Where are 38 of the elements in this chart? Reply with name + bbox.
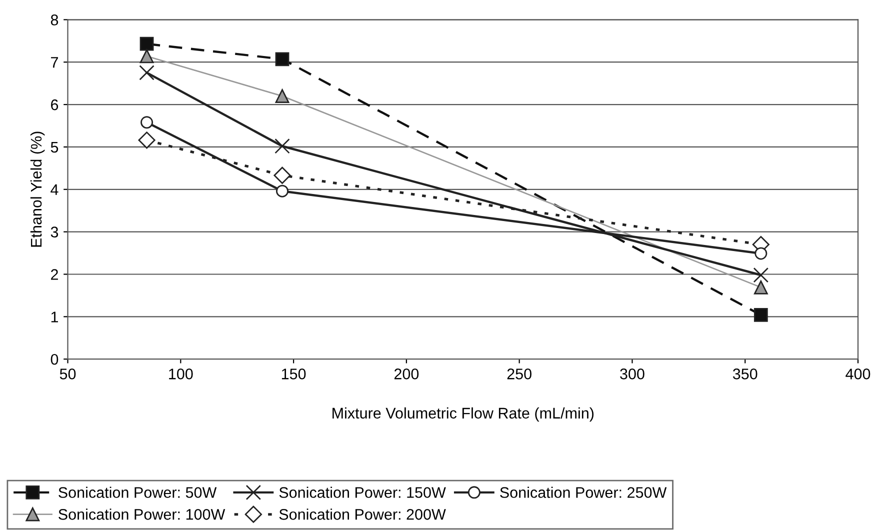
point	[754, 247, 768, 260]
y-tick-label: 4	[50, 184, 58, 195]
y-tick-label: 3	[50, 226, 58, 238]
x-tick-label: 400	[846, 368, 870, 380]
y-tick-label: 5	[50, 142, 58, 153]
point	[140, 49, 154, 64]
y-tick-label: 2	[51, 269, 58, 280]
x-tick-label: 250	[507, 368, 532, 380]
point	[138, 132, 156, 149]
point	[275, 52, 290, 66]
y-tick-label: 0	[50, 354, 58, 365]
x-axis-title: Mixture Volumetric Flow Rate (mL/min)	[332, 407, 594, 422]
x-tick-label: 150	[282, 368, 306, 380]
x-tick-label: 100	[169, 368, 193, 380]
point	[140, 116, 154, 129]
legend-label: Sonication Power: 250W	[500, 486, 667, 498]
point	[754, 308, 768, 322]
x-tick-label: 200	[394, 368, 419, 380]
y-tick-label: 6	[51, 99, 58, 110]
point	[753, 267, 769, 283]
y-tick-label: 1	[51, 312, 58, 322]
point	[754, 280, 768, 294]
legend-label: Sonication Power: 150W	[279, 486, 446, 498]
point	[274, 138, 290, 154]
y-tick-label: 7	[51, 57, 58, 68]
point	[140, 36, 154, 51]
legend-label: Sonication Power: 50W	[58, 486, 217, 498]
x-tick-label: 50	[60, 368, 76, 380]
y-axis-title: Ethanol Yield (%)	[30, 132, 45, 247]
legend-label: Sonication Power: 200W	[279, 508, 446, 520]
x-tick-label: 300	[620, 368, 644, 380]
point	[275, 89, 290, 103]
point	[139, 65, 154, 80]
x-tick-label: 350	[732, 368, 758, 380]
point	[276, 184, 289, 198]
point	[274, 166, 291, 184]
legend-label: Sonication Power: 100W	[58, 508, 226, 520]
y-tick-label: 8	[50, 14, 58, 26]
